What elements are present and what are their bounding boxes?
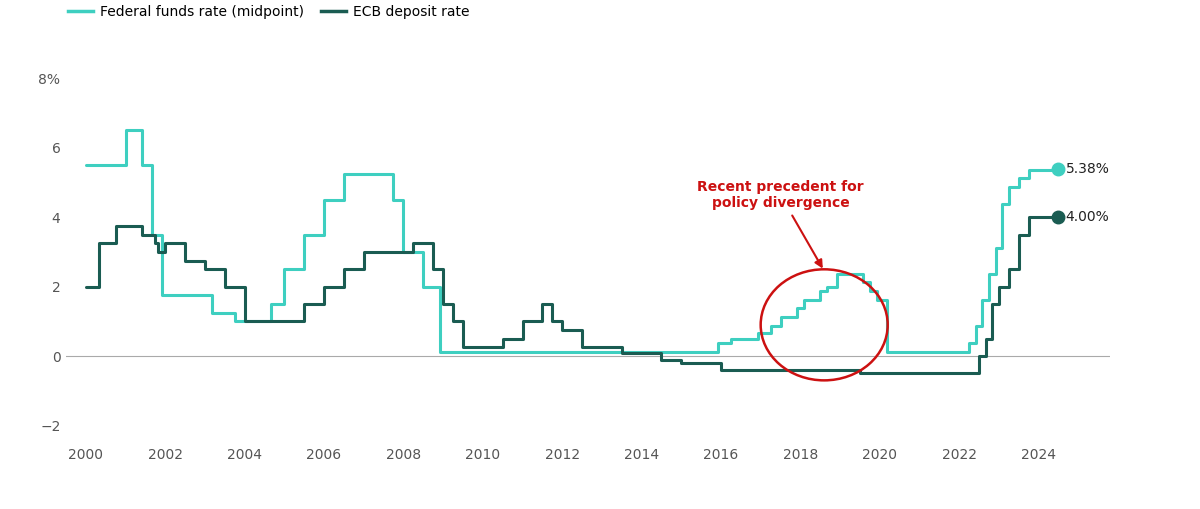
Legend: Federal funds rate (midpoint), ECB deposit rate: Federal funds rate (midpoint), ECB depos…	[62, 0, 475, 24]
Text: Recent precedent for
policy divergence: Recent precedent for policy divergence	[697, 180, 864, 267]
Text: 4.00%: 4.00%	[1066, 210, 1109, 224]
Text: 5.38%: 5.38%	[1066, 162, 1110, 176]
